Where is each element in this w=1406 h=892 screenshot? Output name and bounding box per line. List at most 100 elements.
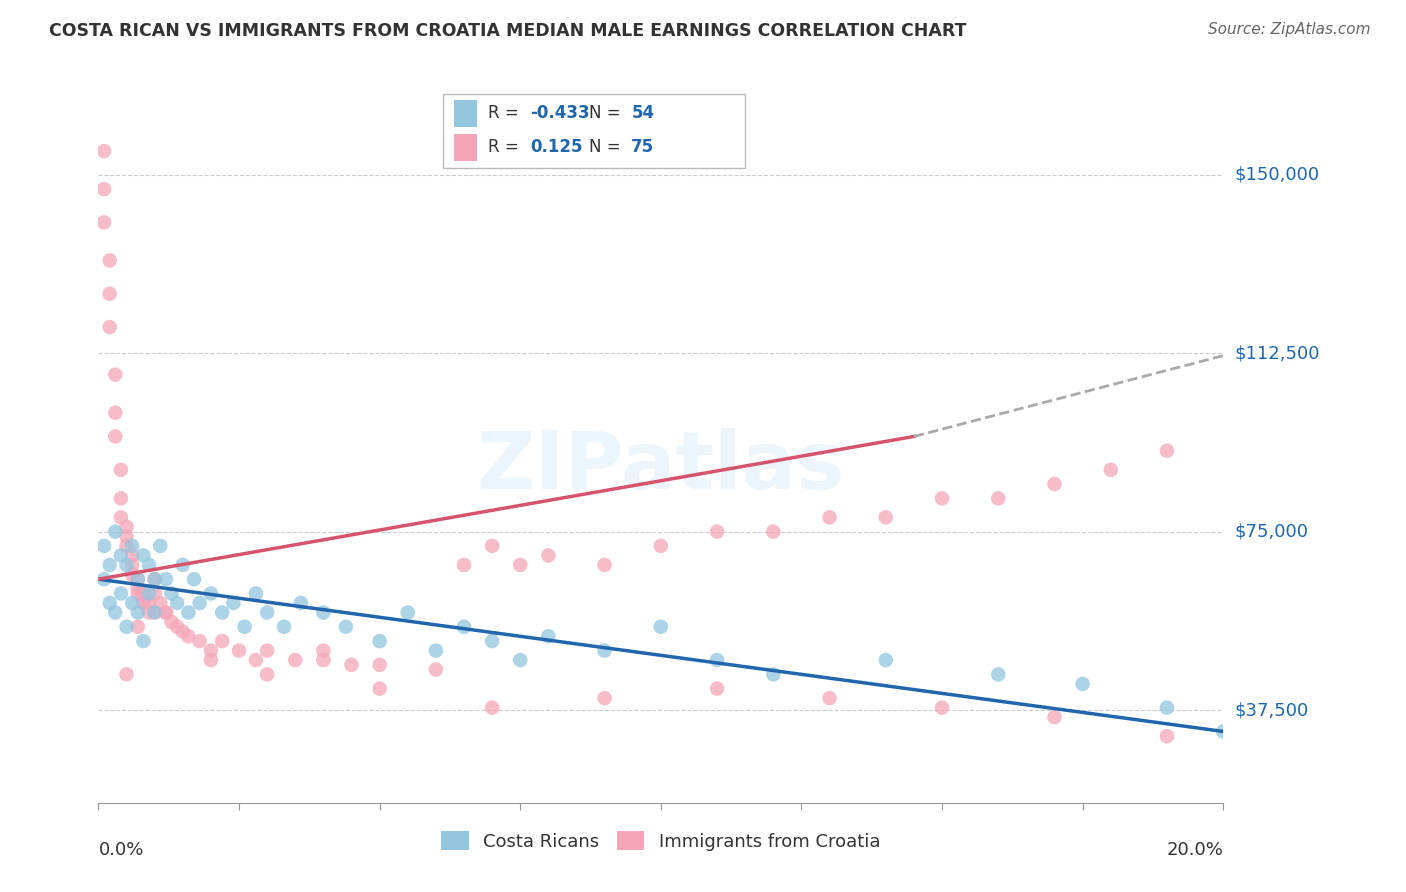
Point	[453, 620, 475, 634]
Point	[188, 596, 211, 610]
Text: ZIPatlas: ZIPatlas	[477, 428, 845, 507]
Point	[509, 653, 531, 667]
Point	[98, 286, 121, 301]
Point	[104, 524, 127, 539]
Legend: Costa Ricans, Immigrants from Croatia: Costa Ricans, Immigrants from Croatia	[434, 824, 887, 858]
Point	[290, 596, 312, 610]
Point	[143, 572, 166, 586]
Point	[110, 549, 132, 563]
Point	[115, 520, 138, 534]
Point	[115, 539, 138, 553]
Point	[706, 653, 728, 667]
Point	[335, 620, 357, 634]
Point	[132, 549, 155, 563]
Point	[104, 406, 127, 420]
Point	[143, 586, 166, 600]
Point	[1212, 724, 1234, 739]
Point	[98, 558, 121, 572]
Point	[155, 572, 177, 586]
Point	[115, 667, 138, 681]
Point	[143, 606, 166, 620]
Point	[200, 653, 222, 667]
Point	[256, 667, 278, 681]
Text: R =: R =	[488, 138, 524, 156]
Point	[368, 657, 391, 672]
Point	[143, 572, 166, 586]
Point	[987, 667, 1010, 681]
Point	[132, 586, 155, 600]
Point	[425, 663, 447, 677]
Point	[537, 629, 560, 643]
Text: 75: 75	[631, 138, 654, 156]
Point	[93, 182, 115, 196]
Point	[256, 606, 278, 620]
Point	[481, 700, 503, 714]
Point	[121, 558, 143, 572]
Point	[93, 215, 115, 229]
Point	[177, 629, 200, 643]
Point	[98, 596, 121, 610]
Point	[818, 691, 841, 706]
Point	[312, 606, 335, 620]
Point	[312, 643, 335, 657]
Point	[762, 667, 785, 681]
Point	[155, 606, 177, 620]
Point	[312, 653, 335, 667]
Point	[396, 606, 419, 620]
Point	[104, 429, 127, 443]
Point	[818, 510, 841, 524]
Point	[245, 586, 267, 600]
Point	[110, 491, 132, 506]
Point	[98, 320, 121, 334]
Point	[110, 586, 132, 600]
Text: $37,500: $37,500	[1234, 701, 1309, 719]
Point	[93, 539, 115, 553]
Point	[155, 606, 177, 620]
Point	[138, 558, 160, 572]
Point	[593, 691, 616, 706]
Point	[481, 634, 503, 648]
Point	[650, 539, 672, 553]
Point	[121, 539, 143, 553]
Point	[200, 586, 222, 600]
Point	[481, 539, 503, 553]
Point	[104, 368, 127, 382]
Point	[166, 596, 188, 610]
Point	[160, 586, 183, 600]
Point	[115, 558, 138, 572]
Point	[222, 596, 245, 610]
Point	[284, 653, 307, 667]
Point	[115, 620, 138, 634]
Point	[1071, 677, 1094, 691]
Text: $112,500: $112,500	[1234, 344, 1320, 362]
Point	[110, 463, 132, 477]
Point	[273, 620, 295, 634]
Text: N =: N =	[589, 104, 626, 122]
Text: N =: N =	[589, 138, 626, 156]
Point	[987, 491, 1010, 506]
Point	[127, 620, 149, 634]
Point	[138, 596, 160, 610]
Point	[172, 624, 194, 639]
Point	[127, 606, 149, 620]
Point	[875, 510, 897, 524]
Point	[425, 643, 447, 657]
Text: 20.0%: 20.0%	[1167, 841, 1223, 859]
Point	[931, 491, 953, 506]
Point	[132, 634, 155, 648]
Point	[706, 524, 728, 539]
Point	[1043, 710, 1066, 724]
Point	[127, 586, 149, 600]
Point	[132, 596, 155, 610]
Point	[110, 510, 132, 524]
Point	[245, 653, 267, 667]
Point	[931, 700, 953, 714]
Text: 0.0%: 0.0%	[98, 841, 143, 859]
Point	[453, 558, 475, 572]
Text: 54: 54	[631, 104, 654, 122]
Point	[149, 539, 172, 553]
Point	[1156, 700, 1178, 714]
Point	[98, 253, 121, 268]
Point	[172, 558, 194, 572]
Point	[875, 653, 897, 667]
